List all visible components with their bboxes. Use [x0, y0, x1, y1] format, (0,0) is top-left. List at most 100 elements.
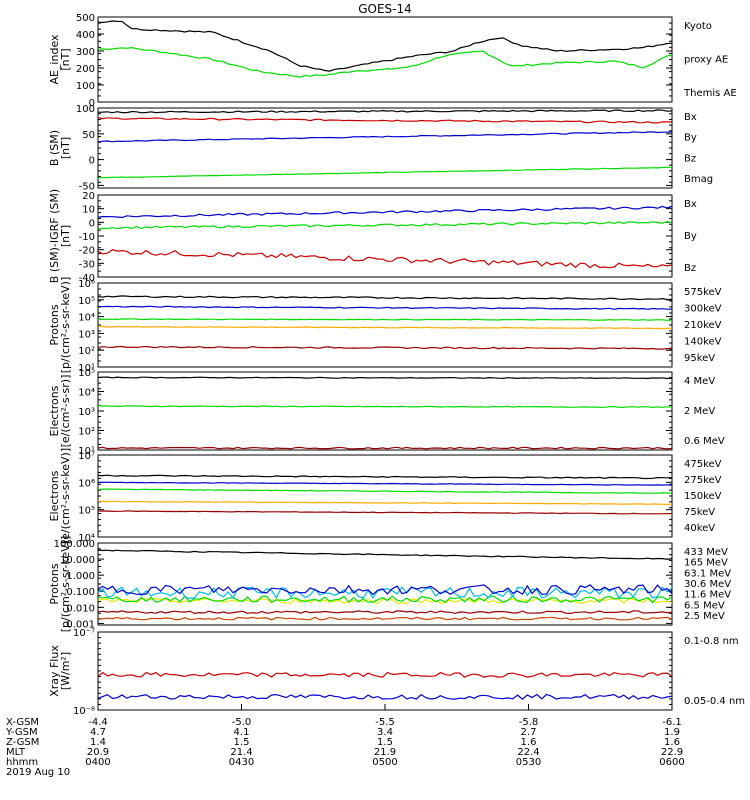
- legend-label: 0.05-0.4 nm: [684, 696, 745, 707]
- y-tick-label: 0.100: [66, 587, 95, 598]
- x-row-label: Y-GSM: [5, 727, 38, 738]
- series-line: [97, 249, 673, 269]
- y-axis-label: Electrons: [48, 470, 61, 521]
- y-axis-label: AE_index: [48, 34, 61, 85]
- x-row-label: Z-GSM: [6, 737, 39, 748]
- series-line: [97, 117, 673, 124]
- y-tick-label: 10²: [78, 346, 95, 357]
- y-tick-label: 10³: [78, 407, 95, 418]
- x-row-label: X-GSM: [6, 717, 39, 728]
- x-tick-label: 20.9: [87, 747, 109, 758]
- series-line: [97, 220, 673, 230]
- series-line: [97, 446, 673, 450]
- y-tick-label: 10⁻⁸: [73, 706, 95, 717]
- legend-label: 150keV: [684, 491, 722, 502]
- y-tick-label: 0.010: [66, 603, 95, 614]
- y-tick-label: 0: [89, 156, 95, 167]
- x-tick-label: 0530: [516, 757, 541, 768]
- legend-label: Kyoto: [684, 21, 712, 32]
- x-tick-label: -6.1: [662, 717, 682, 728]
- y-tick-label: 200: [76, 64, 95, 75]
- legend-label: Bz: [684, 263, 696, 274]
- y-tick-label: 0.001: [66, 619, 95, 630]
- y-tick-label: 10⁵: [78, 506, 95, 517]
- y-tick-label: 0: [89, 218, 95, 229]
- y-tick-label: 10⁻⁷: [73, 628, 95, 639]
- x-tick-label: 1.6: [521, 737, 537, 748]
- x-tick-label: 0430: [229, 757, 254, 768]
- date-label: 2019 Aug 10: [6, 767, 70, 778]
- y-tick-label: 400: [76, 30, 95, 41]
- y-tick-label: 10: [82, 205, 95, 216]
- series-line: [97, 549, 673, 560]
- panel-frame: [97, 542, 673, 626]
- series-line: [97, 325, 673, 330]
- panel-frame: [97, 371, 673, 451]
- y-axis-label: [nT]: [59, 48, 72, 70]
- x-tick-label: 1.9: [664, 727, 680, 738]
- y-tick-label: -40: [79, 273, 95, 284]
- x-tick-label: 4.7: [90, 727, 106, 738]
- series-line: [97, 610, 673, 615]
- series-line: [97, 500, 673, 506]
- series-line: [97, 586, 673, 600]
- legend-label: 275keV: [684, 475, 722, 486]
- x-tick-label: 1.5: [234, 737, 250, 748]
- series-line: [97, 693, 673, 700]
- series-line: [97, 616, 673, 621]
- x-tick-label: 1.5: [377, 737, 393, 748]
- series-line: [97, 474, 673, 480]
- legend-label: By: [684, 231, 697, 242]
- legend-label: 575keV: [684, 287, 722, 298]
- y-tick-label: -10: [79, 232, 95, 243]
- y-tick-label: -50: [79, 181, 95, 192]
- y-tick-label: 100.000: [54, 539, 95, 550]
- y-axis-label: Xray Flux: [48, 645, 61, 697]
- y-tick-label: 10⁶: [78, 478, 95, 489]
- y-tick-label: 10.000: [60, 555, 95, 566]
- x-tick-label: 3.4: [377, 727, 393, 738]
- series-line: [97, 376, 673, 380]
- series-line: [97, 510, 673, 515]
- plot-title: GOES-14: [358, 2, 412, 16]
- y-tick-label: 10²: [78, 427, 95, 438]
- y-tick-label: 100: [76, 81, 95, 92]
- legend-label: 4 MeV: [684, 376, 715, 387]
- legend-label: 210keV: [684, 320, 722, 331]
- series-line: [97, 671, 673, 678]
- legend-label: 63.1 MeV: [684, 568, 731, 579]
- legend-label: 6.5 MeV: [684, 600, 725, 611]
- x-tick-label: 0400: [85, 757, 110, 768]
- legend-label: 0.6 MeV: [684, 436, 725, 447]
- series-line: [97, 305, 672, 310]
- panel-frame: [97, 16, 673, 103]
- x-tick-label: 22.9: [661, 747, 683, 758]
- legend-label: 140keV: [684, 337, 722, 348]
- series-line: [97, 109, 673, 114]
- y-tick-label: 10⁴: [78, 313, 95, 324]
- x-tick-label: 1.6: [664, 737, 680, 748]
- x-tick-label: 0500: [372, 757, 397, 768]
- y-axis-label: [nT]: [59, 137, 72, 159]
- x-tick-label: 1.4: [90, 737, 106, 748]
- series-line: [97, 595, 673, 604]
- y-axis-label: Electrons: [48, 385, 61, 436]
- legend-label: proxy AE: [684, 55, 728, 66]
- y-tick-label: 0: [89, 98, 95, 109]
- x-row-label: MLT: [6, 747, 26, 758]
- legend-label: 2.5 MeV: [684, 611, 725, 622]
- series-line: [97, 584, 673, 596]
- series-line: [97, 345, 673, 350]
- x-tick-label: 21.9: [374, 747, 396, 758]
- x-tick-label: 4.1: [234, 727, 250, 738]
- legend-label: 165 MeV: [684, 558, 728, 569]
- x-tick-label: 22.4: [517, 747, 539, 758]
- series-line: [97, 166, 672, 179]
- y-tick-label: 10¹: [78, 446, 95, 457]
- legend-label: 30.6 MeV: [684, 579, 731, 590]
- legend-label: 475keV: [684, 459, 722, 470]
- panel-frame: [97, 282, 673, 368]
- x-tick-label: -4.4: [88, 717, 108, 728]
- y-axis-label: [p/(cm²-s-sr-keV)]: [59, 536, 72, 633]
